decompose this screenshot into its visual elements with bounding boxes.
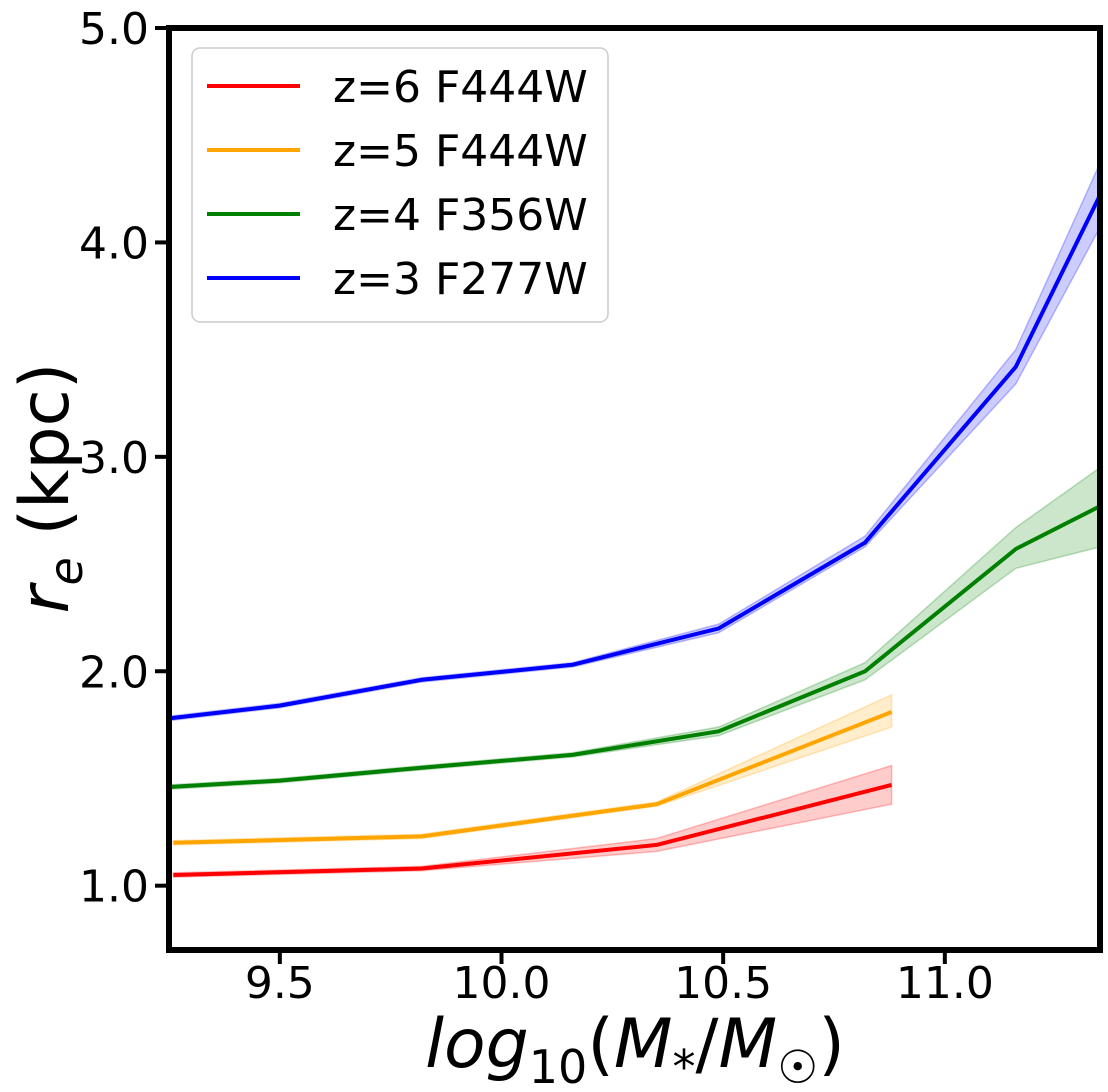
x-axis-title-paren-close: ) xyxy=(818,1005,845,1084)
x-tick-label: 10.0 xyxy=(453,958,551,1009)
legend-label: z=4 F356W xyxy=(333,190,588,241)
y-tick-label: 5.0 xyxy=(79,4,149,55)
x-tick-label: 9.5 xyxy=(245,958,315,1009)
x-axis-title-sun: ☉ xyxy=(777,1040,818,1092)
legend-label: z=5 F444W xyxy=(333,126,588,177)
series-lines xyxy=(168,194,1102,877)
series-line-1 xyxy=(173,782,893,877)
legend-box xyxy=(191,47,609,323)
y-tick-label: 1.0 xyxy=(79,862,149,913)
x-tick-label: 11.0 xyxy=(896,958,994,1009)
y-axis-ticks: 1.0 2.0 3.0 4.0 5.0 xyxy=(79,4,169,913)
y-tick-label: 4.0 xyxy=(79,218,149,269)
legend-label: z=6 F444W xyxy=(333,62,588,113)
x-tick-label: 10.5 xyxy=(674,958,772,1009)
y-axis-title: re (kpc) xyxy=(6,363,93,614)
y-axis-title-r: r xyxy=(6,581,85,613)
confidence-band-3 xyxy=(168,466,1101,790)
x-axis-title-mass: M xyxy=(614,1005,673,1084)
series-line-4 xyxy=(168,194,1102,721)
plot-frame xyxy=(166,25,1103,953)
series-line-2 xyxy=(173,710,893,845)
x-axis-title-slash: / xyxy=(696,1005,719,1084)
legend-label: z=3 F277W xyxy=(333,254,588,305)
x-axis-title-base: 10 xyxy=(529,1040,588,1092)
legend: z=6 F444W z=5 F444W z=4 F356W z=3 F277W xyxy=(191,47,609,323)
y-tick-label: 2.0 xyxy=(79,647,149,698)
y-axis-title-e: e xyxy=(39,557,93,585)
x-axis-title-paren-open: ( xyxy=(587,1005,614,1084)
y-axis-title-unit: (kpc) xyxy=(6,363,85,558)
x-axis-title-msun: M xyxy=(718,1005,777,1084)
y-tick-label: 3.0 xyxy=(79,433,149,484)
x-axis-ticks: 9.5 10.0 10.5 11.0 xyxy=(245,950,994,1009)
x-axis-title-log: log xyxy=(425,1005,529,1084)
series-line-3 xyxy=(168,504,1101,789)
x-axis-title-star: * xyxy=(673,1040,696,1092)
x-axis-title: log10(M*/M☉) xyxy=(425,1005,845,1092)
